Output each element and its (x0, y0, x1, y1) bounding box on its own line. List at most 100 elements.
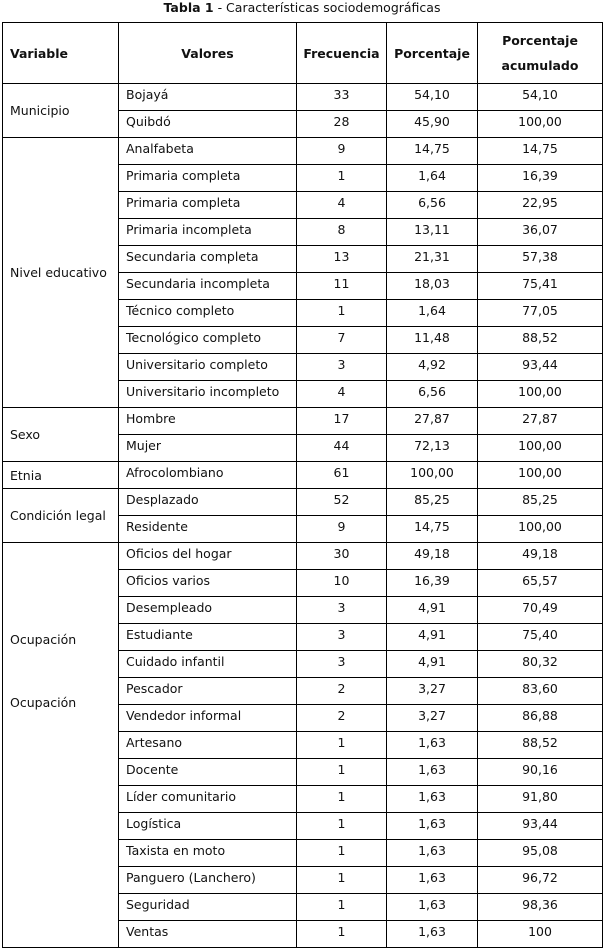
frequency-cell: 4 (296, 380, 387, 408)
table-row: Residente 9 14,75 100,00 (3, 515, 603, 543)
frequency-cell: 3 (296, 596, 387, 624)
percent-cell: 4,91 (386, 623, 478, 651)
frequency-cell: 1 (296, 785, 387, 813)
cumulative-percent-cell: 75,41 (477, 272, 603, 300)
value-cell: Taxista en moto (118, 839, 297, 867)
frequency-cell: 3 (296, 353, 387, 381)
cumulative-percent-cell: 22,95 (477, 191, 603, 219)
value-cell: Líder comunitario (118, 785, 297, 813)
value-cell: Docente (118, 758, 297, 786)
frequency-cell: 61 (296, 461, 387, 489)
header-line-2: acumulado (501, 58, 579, 73)
percent-cell: 14,75 (386, 515, 478, 543)
percent-cell: 1,63 (386, 839, 478, 867)
table-row: Condición legal Desplazado 52 85,25 85,25 (2, 488, 603, 543)
value-cell: Estudiante (118, 623, 297, 651)
value-cell: Panguero (Lanchero) (118, 866, 297, 894)
cumulative-percent-cell: 85,25 (477, 488, 603, 516)
variable-cell: Municipio (2, 83, 119, 138)
table-row: Quibdó 28 45,90 100,00 (3, 110, 603, 138)
cumulative-percent-cell: 100,00 (477, 515, 603, 543)
header-porcentaje: Porcentaje (386, 22, 478, 84)
table-row: Primaria completa 1 1,64 16,39 (3, 164, 603, 192)
table-row: Primaria completa 4 6,56 22,95 (3, 191, 603, 219)
percent-cell: 4,91 (386, 596, 478, 624)
table-number: Tabla 1 (163, 0, 214, 15)
value-cell: Universitario completo (118, 353, 297, 381)
header-line-1: Porcentaje (502, 33, 578, 48)
value-cell: Primaria completa (118, 164, 297, 192)
percent-cell: 1,63 (386, 893, 478, 921)
table-body: Municipio Bojayá 33 54,10 54,10 Quibdó 28 45,90… (2, 83, 603, 948)
frequency-cell: 1 (296, 164, 387, 192)
percent-cell: 4,92 (386, 353, 478, 381)
table-row: Cuidado infantil 3 4,91 80,32 (3, 650, 603, 678)
frequency-cell: 1 (296, 839, 387, 867)
table-row: Universitario completo 3 4,92 93,44 (3, 353, 603, 381)
percent-cell: 16,39 (386, 569, 478, 597)
percent-cell: 1,63 (386, 812, 478, 840)
table-row: Mujer 44 72,13 100,00 (3, 434, 603, 462)
value-cell: Secundaria incompleta (118, 272, 297, 300)
value-cell: Bojayá (118, 83, 297, 111)
table-row: Docente 1 1,63 90,16 (3, 758, 603, 786)
table-row: Tecnológico completo 7 11,48 88,52 (3, 326, 603, 354)
cumulative-percent-cell: 100,00 (477, 434, 603, 462)
percent-cell: 1,63 (386, 785, 478, 813)
frequency-cell: 44 (296, 434, 387, 462)
frequency-cell: 3 (296, 623, 387, 651)
variable-cell: Etnia (2, 461, 119, 489)
table-row: Nivel educativo Analfabeta 9 14,75 14,75 (2, 137, 603, 408)
table-caption: Tabla 1 - Características sociodemográfi… (0, 0, 604, 18)
header-valores: Valores (118, 22, 297, 84)
cumulative-percent-cell: 100,00 (477, 461, 603, 489)
value-cell: Primaria incompleta (118, 218, 297, 246)
percent-cell: 13,11 (386, 218, 478, 246)
variable-label: Ocupación (10, 695, 77, 710)
variable-cell: Nivel educativo (2, 137, 119, 408)
value-cell: Seguridad (118, 893, 297, 921)
value-cell: Oficios del hogar (118, 542, 297, 570)
variable-cell: Condición legal (2, 488, 119, 543)
cumulative-percent-cell: 100 (477, 920, 603, 948)
percent-cell: 72,13 (386, 434, 478, 462)
cumulative-percent-cell: 83,60 (477, 677, 603, 705)
cumulative-percent-cell: 16,39 (477, 164, 603, 192)
frequency-cell: 1 (296, 731, 387, 759)
cumulative-percent-cell: 86,88 (477, 704, 603, 732)
header-row: Variable Valores Frecuencia Porcentaje P… (2, 22, 603, 84)
frequency-cell: 13 (296, 245, 387, 273)
frequency-cell: 1 (296, 893, 387, 921)
cumulative-percent-cell: 49,18 (477, 542, 603, 570)
percent-cell: 6,56 (386, 380, 478, 408)
frequency-cell: 9 (296, 515, 387, 543)
frequency-cell: 52 (296, 488, 387, 516)
frequency-cell: 9 (296, 137, 387, 165)
percent-cell: 18,03 (386, 272, 478, 300)
cumulative-percent-cell: 75,40 (477, 623, 603, 651)
frequency-cell: 1 (296, 920, 387, 948)
percent-cell: 14,75 (386, 137, 478, 165)
value-cell: Cuidado infantil (118, 650, 297, 678)
percent-cell: 49,18 (386, 542, 478, 570)
percent-cell: 3,27 (386, 704, 478, 732)
value-cell: Primaria completa (118, 191, 297, 219)
cumulative-percent-cell: 98,36 (477, 893, 603, 921)
frequency-cell: 1 (296, 866, 387, 894)
cumulative-percent-cell: 96,72 (477, 866, 603, 894)
sociodemographic-table: Variable Valores Frecuencia Porcentaje P… (2, 22, 603, 948)
value-cell: Técnico completo (118, 299, 297, 327)
value-cell: Analfabeta (118, 137, 297, 165)
cumulative-percent-cell: 14,75 (477, 137, 603, 165)
table-row: Desempleado 3 4,91 70,49 (3, 596, 603, 624)
percent-cell: 27,87 (386, 407, 478, 435)
table-row: Ocupación Ocupación Oficios del hogar 30 49,… (2, 542, 603, 948)
percent-cell: 45,90 (386, 110, 478, 138)
cumulative-percent-cell: 77,05 (477, 299, 603, 327)
percent-cell: 1,63 (386, 758, 478, 786)
frequency-cell: 8 (296, 218, 387, 246)
value-cell: Desempleado (118, 596, 297, 624)
header-variable: Variable (2, 22, 119, 84)
percent-cell: 1,63 (386, 731, 478, 759)
cumulative-percent-cell: 100,00 (477, 110, 603, 138)
